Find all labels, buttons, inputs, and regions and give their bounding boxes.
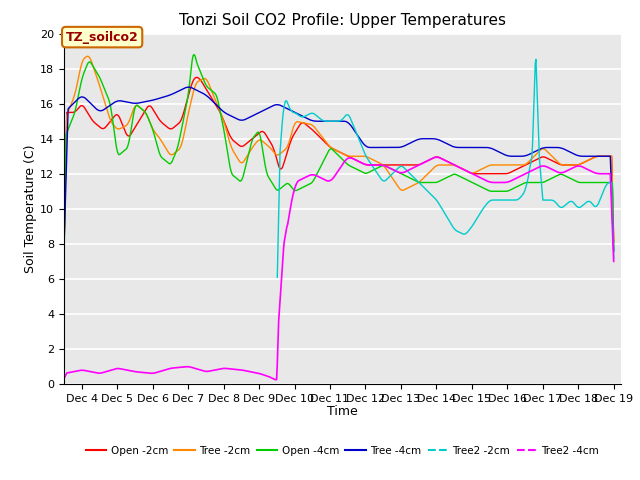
Text: TZ_soilco2: TZ_soilco2 [66,31,138,44]
Legend: Open -2cm, Tree -2cm, Open -4cm, Tree -4cm, Tree2 -2cm, Tree2 -4cm: Open -2cm, Tree -2cm, Open -4cm, Tree -4… [81,442,604,460]
Open -2cm [394,162,402,168]
Tree -4cm [610,248,618,254]
Tree -4cm [534,147,542,153]
Line: Tree2 -4cm: Tree2 -4cm [64,157,614,380]
Tree -2cm [478,166,486,172]
Tree2 -4cm [394,169,402,175]
Tree -2cm [380,163,388,169]
Open -2cm [60,245,68,251]
Title: Tonzi Soil CO2 Profile: Upper Temperatures: Tonzi Soil CO2 Profile: Upper Temperatur… [179,13,506,28]
Open -4cm [411,178,419,183]
Tree2 -4cm [380,163,388,168]
Tree2 -2cm [610,255,618,261]
Open -2cm [411,162,419,168]
Tree2 -2cm [534,97,541,103]
Open -2cm [610,239,618,244]
Tree2 -4cm [94,370,102,376]
Tree -4cm [478,144,486,150]
Open -2cm [94,122,102,128]
Line: Tree2 -2cm: Tree2 -2cm [277,60,614,277]
Tree -4cm [185,84,193,90]
Y-axis label: Soil Temperature (C): Soil Temperature (C) [24,144,37,273]
Open -4cm [534,180,542,185]
Line: Tree -4cm: Tree -4cm [64,87,614,251]
Open -4cm [478,184,486,190]
Tree -4cm [380,144,388,150]
Open -4cm [610,247,618,252]
Tree2 -4cm [60,376,68,382]
Tree2 -4cm [271,377,279,383]
Tree2 -4cm [535,164,543,170]
Tree -2cm [60,249,68,254]
Tree -2cm [411,181,419,187]
X-axis label: Time: Time [327,405,358,418]
Tree2 -4cm [411,164,419,170]
Open -2cm [534,156,542,162]
Tree2 -4cm [479,176,486,181]
Tree -2cm [394,184,402,190]
Tree -2cm [84,53,92,59]
Open -2cm [478,171,486,177]
Line: Open -2cm: Open -2cm [64,77,614,248]
Tree2 -2cm [410,175,418,180]
Open -4cm [394,169,402,175]
Tree -2cm [534,150,542,156]
Tree2 -2cm [394,166,401,171]
Open -2cm [193,74,200,80]
Tree2 -4cm [433,155,441,160]
Tree2 -2cm [380,178,387,184]
Tree -4cm [411,138,419,144]
Tree -4cm [394,144,402,150]
Tree2 -2cm [477,209,484,215]
Line: Tree -2cm: Tree -2cm [64,56,614,252]
Open -4cm [380,163,388,168]
Open -4cm [190,52,198,58]
Tree -4cm [94,107,102,113]
Line: Open -4cm: Open -4cm [64,55,614,261]
Open -2cm [380,162,388,168]
Tree -2cm [95,79,102,85]
Tree -4cm [60,244,68,250]
Tree -2cm [610,239,618,244]
Open -4cm [94,71,102,77]
Tree2 -4cm [610,258,618,264]
Open -4cm [60,258,68,264]
